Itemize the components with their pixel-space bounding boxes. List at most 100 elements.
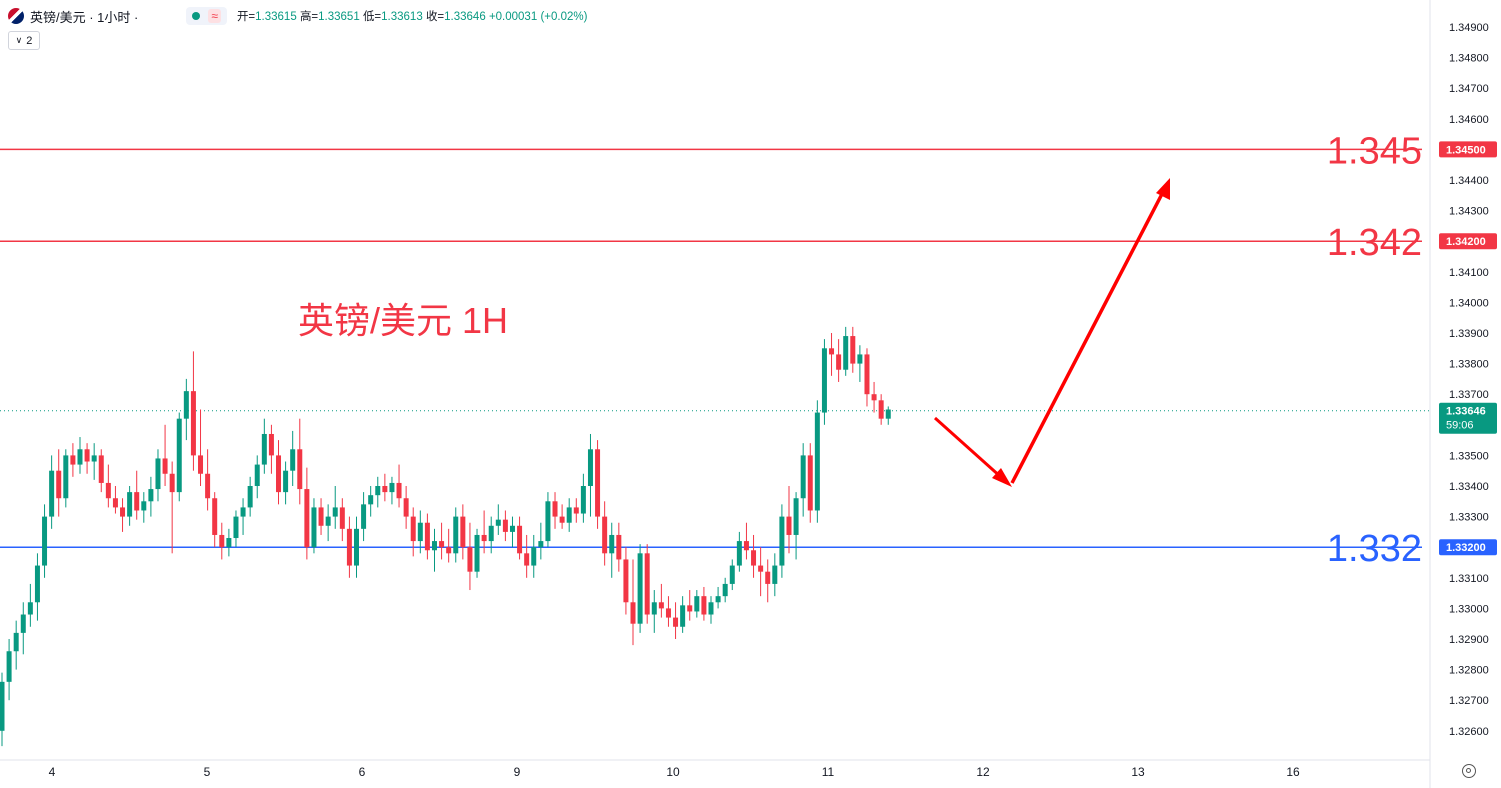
candle [729, 559, 735, 591]
candle [885, 406, 891, 425]
candle-body [587, 449, 593, 486]
candle [368, 486, 374, 517]
candle [878, 394, 884, 425]
candle-body [20, 614, 26, 633]
last-price-tag-bg [1439, 402, 1497, 434]
candle-body [843, 336, 849, 370]
level-label: 1.345 [1327, 130, 1422, 172]
candle [311, 498, 317, 554]
candle-body [736, 541, 742, 566]
candle-body [545, 501, 551, 542]
candle [566, 498, 572, 532]
horizontal-level[interactable]: 1.342 [0, 222, 1422, 264]
collapse-indicators-button[interactable]: ∨ 2 [8, 31, 40, 50]
candle-body [743, 541, 749, 551]
candle-body [162, 458, 168, 474]
candle-body [687, 605, 693, 612]
y-tick-label: 1.34800 [1449, 53, 1489, 65]
forecast-arrow-down [933, 416, 1004, 480]
level-tag-bg [1439, 141, 1497, 158]
candle-body [871, 394, 877, 401]
candle-body [772, 565, 778, 584]
candle [339, 498, 345, 542]
candle [722, 577, 728, 603]
candle [580, 473, 586, 523]
candle [134, 470, 140, 520]
candle [389, 476, 395, 505]
candle-body [829, 348, 835, 355]
symbol-title[interactable]: 英镑/美元 · 1小时 · [30, 9, 139, 25]
y-tick-label: 1.33300 [1449, 512, 1489, 524]
candle [0, 672, 5, 747]
candle [346, 516, 352, 578]
candle [417, 510, 423, 554]
candle [91, 443, 97, 480]
candle-body [807, 455, 813, 511]
candle-body [524, 553, 530, 566]
low-label: 低= [362, 11, 382, 23]
candle [254, 455, 260, 499]
candle-body [885, 409, 891, 419]
candle-body [481, 534, 487, 542]
level-label: 1.332 [1327, 528, 1422, 570]
candle-body [517, 525, 523, 554]
forecast-arrow-down-head [992, 468, 1012, 487]
candle [829, 333, 835, 376]
candle [772, 553, 778, 597]
candle [268, 424, 274, 474]
candle [474, 528, 480, 578]
candle-body [637, 553, 643, 624]
candle-body [368, 495, 374, 505]
candle [481, 510, 487, 554]
candle [545, 492, 551, 548]
candle-body [98, 455, 104, 483]
candle-body [424, 522, 430, 551]
candle-body [389, 482, 395, 493]
y-tick-label: 1.34900 [1449, 22, 1489, 34]
candle-body [509, 525, 515, 532]
candle-body [6, 651, 12, 682]
indicator-pill[interactable]: ≈ [186, 7, 227, 25]
candle [226, 528, 232, 557]
candle [42, 504, 48, 578]
candle-body [758, 565, 764, 572]
horizontal-level[interactable]: 1.332 [0, 528, 1422, 570]
candle-body [559, 516, 565, 523]
candle [843, 326, 849, 376]
settings-gear-icon[interactable] [1462, 764, 1476, 778]
candle [871, 381, 877, 413]
candle-body [793, 498, 799, 535]
x-tick-label: 12 [976, 765, 990, 779]
candle [233, 510, 239, 548]
candle-body [701, 596, 707, 615]
candle-body [219, 534, 225, 548]
wave-icon[interactable]: ≈ [208, 9, 221, 23]
candle [708, 596, 714, 624]
candle [63, 449, 69, 508]
candle [198, 409, 204, 486]
candle [637, 544, 643, 633]
candle [49, 455, 55, 529]
last-price-tag: 1.33646 59:06 [1439, 402, 1497, 434]
candle [162, 424, 168, 486]
candle-body [467, 547, 473, 572]
candle-body [474, 534, 480, 572]
candle [6, 639, 12, 701]
candle-body [205, 473, 211, 499]
candle-body [13, 632, 19, 652]
horizontal-level[interactable]: 1.345 [0, 130, 1422, 172]
candle [127, 486, 133, 526]
candle [509, 516, 515, 548]
candle [673, 602, 679, 639]
candle [446, 528, 452, 563]
y-tick-label: 1.32700 [1449, 695, 1489, 707]
candle-body [155, 458, 161, 490]
candle-body [609, 534, 615, 554]
candle-body [864, 354, 870, 395]
candle-body [276, 455, 282, 493]
candle [27, 583, 33, 627]
candle [595, 440, 601, 529]
candle-body [453, 516, 459, 554]
candle-body [247, 486, 253, 508]
